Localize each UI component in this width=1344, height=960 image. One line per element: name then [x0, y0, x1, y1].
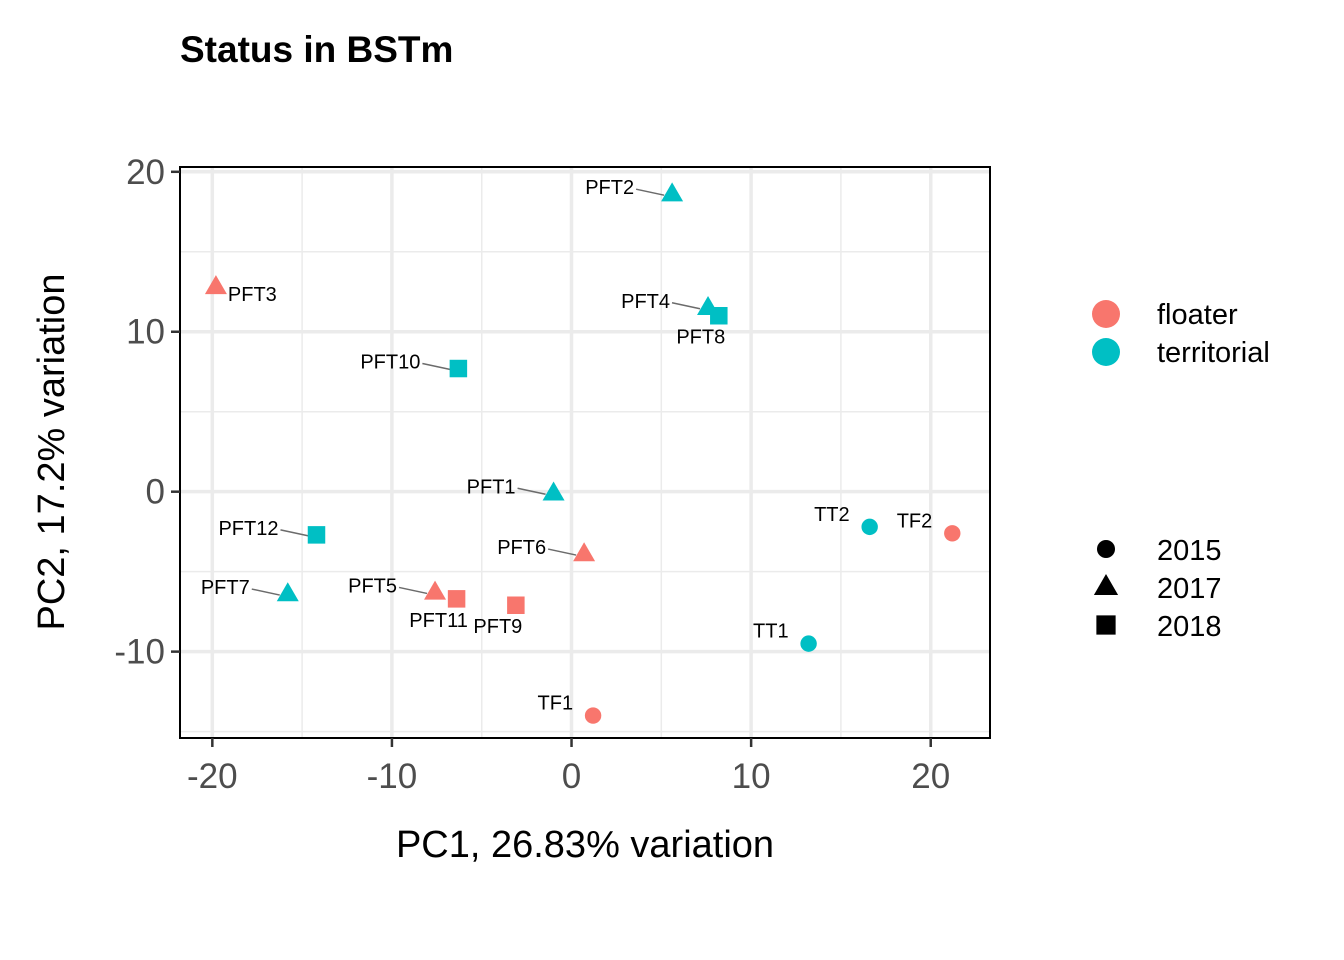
point-label-pft9: PFT9 — [473, 616, 522, 638]
point-labels: PFT2 PFT3 PFT4 PFT8 PFT10 PFT1 PFT12 PFT6 PFT5 PF… — [201, 177, 932, 714]
legend-key-2017 — [1093, 574, 1119, 595]
leader-line — [422, 362, 451, 371]
point-label-pft7: PFT7 — [201, 577, 250, 599]
y-axis-title: PC2, 17.2% variation — [31, 274, 73, 631]
data-point-tf1 — [584, 707, 602, 724]
data-point-pft5 — [424, 580, 447, 600]
data-point-pft12 — [307, 526, 326, 544]
y-tick-label: -10 — [114, 633, 165, 672]
leader-line — [251, 588, 280, 596]
legend-key-territorial — [1092, 338, 1120, 366]
label-leader-lines — [251, 188, 701, 596]
point-label-pft8: PFT8 — [676, 327, 725, 349]
point-label-tf1: TF1 — [538, 693, 574, 715]
point-label-pft1: PFT1 — [467, 476, 516, 498]
data-point-pft11 — [447, 590, 466, 608]
data-point-pft6 — [573, 542, 596, 562]
point-label-pft10: PFT10 — [360, 352, 420, 374]
grid-lines — [180, 167, 990, 738]
data-point-pft1 — [542, 481, 565, 501]
data-point-tt1 — [800, 635, 817, 652]
data-point-tt2 — [861, 518, 878, 536]
point-label-tf2: TF2 — [897, 510, 933, 532]
y-tick-label: 20 — [126, 153, 165, 192]
legend-status: floater territorial — [1092, 299, 1270, 369]
data-point-pft7 — [276, 582, 299, 602]
legend-label-2017: 2017 — [1157, 573, 1222, 605]
data-points — [204, 182, 961, 724]
data-point-pft8 — [710, 306, 728, 325]
legend-key-2018 — [1096, 615, 1116, 635]
leader-line — [671, 302, 701, 310]
data-point-pft9 — [507, 596, 525, 614]
y-tick-label: 0 — [146, 473, 165, 512]
legend-key-floater — [1092, 300, 1120, 328]
data-point-pft3 — [204, 275, 227, 295]
point-label-pft2: PFT2 — [585, 177, 634, 199]
point-label-pft12: PFT12 — [218, 518, 278, 540]
plot-panel-border — [179, 166, 991, 739]
point-label-tt1: TT1 — [753, 621, 789, 643]
data-point-pft2 — [661, 182, 684, 202]
point-label-pft3: PFT3 — [228, 284, 277, 306]
point-label-pft4: PFT4 — [621, 291, 670, 313]
leader-line — [635, 188, 665, 196]
legend-key-2015 — [1096, 539, 1116, 559]
legend-label-2018: 2018 — [1157, 611, 1222, 643]
x-tick-label: 20 — [911, 757, 950, 796]
x-axis-title: PC1, 26.83% variation — [396, 824, 774, 866]
axis-ticks: -20 -10 0 10 20 -10 0 10 20 — [114, 153, 950, 796]
chart-title: Status in BSTm — [180, 29, 453, 70]
legend-year: 2015 2017 2018 — [1093, 535, 1222, 643]
point-label-pft11: PFT11 — [409, 610, 468, 632]
leader-line — [517, 487, 546, 496]
leader-line — [280, 529, 309, 537]
y-tick-label: 10 — [126, 313, 165, 352]
leader-line — [398, 586, 428, 595]
x-tick-label: -10 — [367, 757, 418, 796]
data-point-tf2 — [944, 525, 961, 542]
legend-label-2015: 2015 — [1157, 535, 1222, 567]
data-point-pft10 — [449, 359, 468, 378]
x-tick-label: -20 — [187, 757, 238, 796]
point-label-tt2: TT2 — [814, 504, 850, 526]
x-tick-label: 0 — [562, 757, 581, 796]
legend-label-floater: floater — [1157, 299, 1238, 331]
legend-label-territorial: territorial — [1157, 337, 1270, 369]
point-label-pft5: PFT5 — [348, 575, 397, 597]
x-tick-label: 10 — [732, 757, 771, 796]
leader-line — [547, 548, 577, 556]
point-label-pft6: PFT6 — [497, 537, 546, 559]
